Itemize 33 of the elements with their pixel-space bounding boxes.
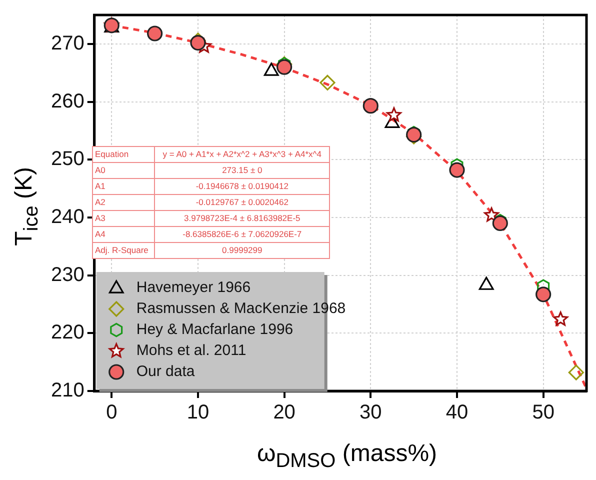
annotation: 3.9798723E-4 ± 6.8163982E-5 (154, 210, 330, 226)
legend-label: Hey & Macfarlane 1996 (136, 321, 294, 338)
legend-label: Our data (136, 363, 196, 380)
x-tick-label: 30 (360, 402, 382, 424)
annotation: A4 (92, 226, 155, 242)
legend-label: Mohs et al. 2011 (136, 342, 246, 360)
y-tick-label: 260 (50, 90, 84, 112)
x-tick-label: 0 (106, 402, 118, 424)
y-tick-label: 240 (50, 206, 84, 228)
x-tick-label: 40 (446, 402, 468, 424)
legend-label: Rasmussen & MacKenzie 1968 (136, 300, 346, 318)
annotation: -8.6385826E-6 ± 7.0620926E-7 (154, 226, 330, 242)
annotation: Adj. R-Square (92, 242, 155, 258)
annotation: -0.0129767 ± 0.0020462 (154, 194, 330, 210)
y-tick-label: 250 (50, 148, 84, 170)
y-tick-label: 270 (50, 32, 84, 54)
annotation: A2 (92, 194, 155, 210)
y-tick-label: 220 (50, 322, 84, 344)
annotation: 0.9999299 (154, 242, 330, 258)
annotation: Equation (92, 146, 155, 162)
y-tick-label: 210 (50, 380, 84, 402)
annotation: 273.15 ± 0 (154, 162, 330, 178)
x-tick-label: 20 (273, 402, 296, 424)
annotation: A0 (92, 162, 155, 178)
legend-label: Havemeyer 1966 (136, 279, 251, 296)
x-tick-label: 10 (186, 402, 210, 424)
y-tick-label: 230 (50, 264, 84, 286)
annotation: y = A0 + A1*x + A2*x^2 + A3*x^3 + A4*x^4 (154, 146, 330, 162)
x-tick-label: 50 (532, 402, 554, 424)
annotation: A1 (92, 178, 155, 194)
x-axis-title: ω$_{DMSO}$ (mass%) (256, 440, 438, 473)
annotation: A3 (92, 210, 155, 226)
annotation: -0.1946678 ± 0.0190412 (154, 178, 330, 194)
